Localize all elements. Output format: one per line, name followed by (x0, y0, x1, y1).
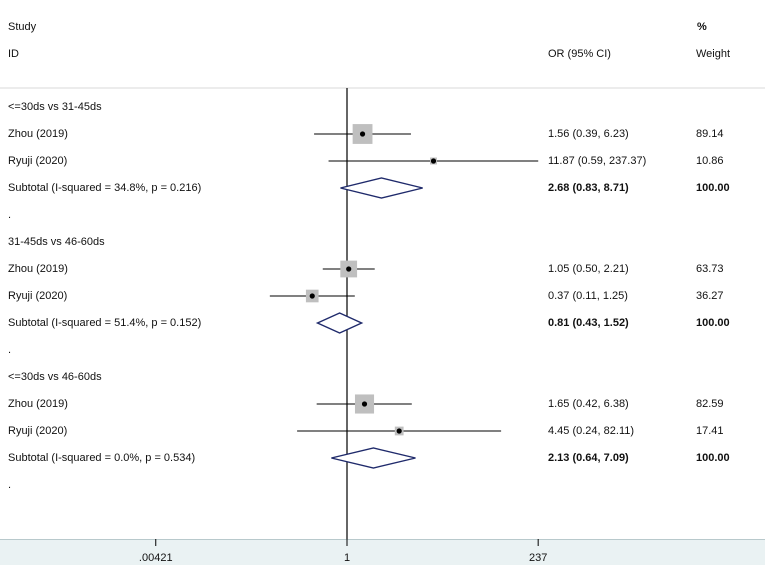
study-weight: 17.41 (696, 425, 724, 437)
pooled-diamond (331, 447, 416, 469)
study-weight: 89.14 (696, 128, 724, 140)
header-id: ID (8, 48, 19, 60)
study-label: Ryuji (2020) (8, 425, 68, 437)
group-separator: . (8, 344, 12, 356)
pooled-diamond (315, 312, 364, 334)
subtotal-or-ci: 2.68 (0.83, 8.71) (548, 182, 629, 194)
group-title: 31-45ds vs 46-60ds (8, 236, 105, 248)
point-estimate (361, 401, 368, 407)
study-or-ci: 0.37 (0.11, 1.25) (548, 290, 628, 302)
study-label: Ryuji (2020) (8, 290, 68, 302)
point-estimate (309, 293, 315, 299)
study-weight: 10.86 (696, 155, 724, 167)
header-or: OR (95% CI) (548, 48, 611, 60)
study-or-ci: 11.87 (0.59, 237.37) (548, 155, 647, 167)
point-estimate (346, 266, 352, 272)
study-label: Zhou (2019) (8, 263, 68, 275)
point-estimate (430, 158, 437, 164)
study-or-ci: 1.05 (0.50, 2.21) (548, 263, 629, 275)
study-weight: 63.73 (696, 263, 724, 275)
study-label: Zhou (2019) (8, 128, 68, 140)
point-estimate (396, 428, 402, 434)
study-or-ci: 1.65 (0.42, 6.38) (548, 398, 629, 410)
subtotal-label: Subtotal (I-squared = 51.4%, p = 0.152) (8, 317, 202, 329)
subtotal-weight: 100.00 (696, 452, 730, 464)
group-title: <=30ds vs 46-60ds (8, 371, 102, 383)
study-label: Zhou (2019) (8, 398, 68, 410)
subtotal-label: Subtotal (I-squared = 0.0%, p = 0.534) (8, 452, 196, 464)
axis-band (0, 539, 765, 565)
x-tick-label: .00421 (138, 552, 173, 564)
subtotal-weight: 100.00 (696, 182, 730, 194)
group-separator: . (8, 479, 12, 491)
x-tick-label: 237 (528, 552, 548, 564)
subtotal-weight: 100.00 (696, 317, 730, 329)
subtotal-or-ci: 0.81 (0.43, 1.52) (548, 317, 629, 329)
study-or-ci: 4.45 (0.24, 82.11) (548, 425, 635, 437)
study-weight: 36.27 (696, 290, 724, 302)
study-label: Ryuji (2020) (8, 155, 68, 167)
header-weight: Weight (696, 48, 731, 60)
study-or-ci: 1.56 (0.39, 6.23) (548, 128, 629, 140)
x-tick-label: 1 (343, 552, 351, 564)
subtotal-or-ci: 2.13 (0.64, 7.09) (548, 452, 629, 464)
point-estimate (359, 131, 366, 137)
study-weight: 82.59 (696, 398, 724, 410)
subtotal-label: Subtotal (I-squared = 34.8%, p = 0.216) (8, 182, 202, 194)
header-percent: % (697, 21, 707, 33)
pooled-diamond (340, 177, 423, 199)
header-study: Study (8, 21, 37, 33)
group-separator: . (8, 209, 12, 221)
group-title: <=30ds vs 31-45ds (8, 101, 102, 113)
